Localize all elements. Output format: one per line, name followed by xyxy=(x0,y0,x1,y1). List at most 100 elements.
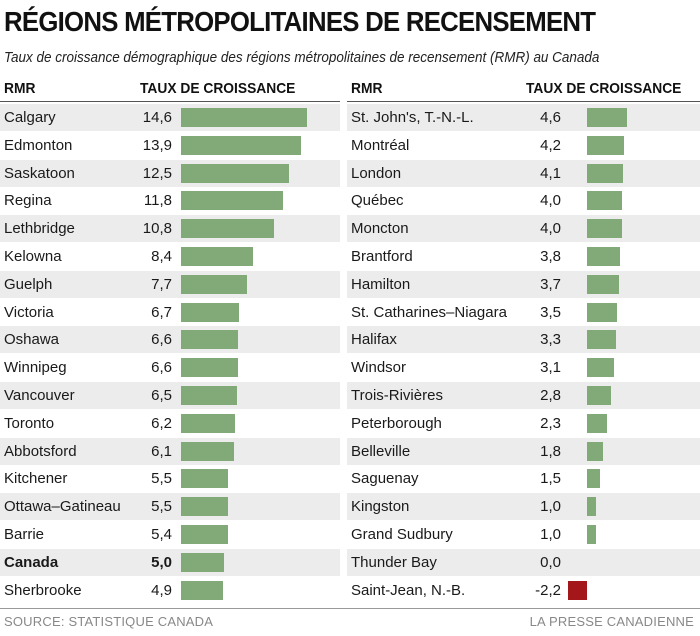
bar xyxy=(181,163,289,183)
row-label: Victoria xyxy=(4,303,54,321)
row-value-label: 4,6 xyxy=(540,109,561,126)
row-label: Canada xyxy=(4,553,59,571)
row-value-label: 7,7 xyxy=(151,275,172,293)
table-row: Saguenay 1,5 xyxy=(347,465,700,492)
bar xyxy=(181,274,248,294)
bar xyxy=(181,525,228,544)
row-label: Sherbrooke xyxy=(4,581,82,599)
table-row: Québec 4,0 xyxy=(347,187,700,214)
table-row: Victoria 6,7 xyxy=(0,299,340,326)
bar xyxy=(587,163,623,183)
row-label: Trois-Rivières xyxy=(351,387,443,404)
bar xyxy=(587,386,612,405)
row-label: Brantford xyxy=(351,248,413,265)
row-value-label: 6,5 xyxy=(151,387,172,404)
row-value-label: 3,1 xyxy=(540,359,561,377)
row-label: Thunder Bay xyxy=(351,553,437,571)
row-label: Halifax xyxy=(351,331,397,349)
row-label: Abbotsford xyxy=(4,442,77,460)
row-value-label: 6,6 xyxy=(151,331,172,349)
row-label: Saskatoon xyxy=(4,164,75,182)
row-label: Lethbridge xyxy=(4,220,75,238)
row-label: Kelowna xyxy=(4,248,62,265)
row-value-label: 5,5 xyxy=(151,470,172,488)
row-label: Toronto xyxy=(4,414,55,432)
row-label: London xyxy=(351,164,402,182)
bar xyxy=(587,219,622,239)
row-label: St. John's, T.-N.-L. xyxy=(351,109,474,126)
row-value-label: 3,3 xyxy=(540,331,561,349)
table-row: Edmonton 13,9 xyxy=(0,132,340,159)
row-label: Oshawa xyxy=(4,331,60,349)
bar xyxy=(587,330,616,350)
row-value-label: 4,1 xyxy=(540,164,561,182)
row-label: Grand Sudbury xyxy=(351,526,453,543)
row-value-label: 14,6 xyxy=(142,109,172,126)
row-label: Winnipeg xyxy=(4,359,67,377)
row-value-label: 5,4 xyxy=(151,526,172,543)
row-value-label: 4,2 xyxy=(540,136,561,154)
table-row: Halifax 3,3 xyxy=(347,326,700,354)
row-value-label: 1,5 xyxy=(540,470,561,488)
table-row: Toronto 6,2 xyxy=(0,410,340,437)
bar xyxy=(587,525,596,544)
right-header-rate: TAUX DE CROISSANCE xyxy=(526,80,682,97)
table-row: Moncton 4,0 xyxy=(347,215,700,243)
table-row: Vancouver 6,5 xyxy=(0,382,340,409)
bar xyxy=(181,497,229,517)
row-label: Belleville xyxy=(351,442,411,460)
bar xyxy=(181,191,283,211)
table-row: Montréal 4,2 xyxy=(347,132,700,159)
row-label: Windsor xyxy=(351,359,407,377)
table-row: St. Catharines–Niagara 3,5 xyxy=(347,299,700,326)
row-label: Vancouver xyxy=(4,387,75,404)
table-row: Guelph 7,7 xyxy=(0,270,340,298)
bar xyxy=(587,191,622,211)
row-label: Hamilton xyxy=(351,275,411,293)
row-value-label: 0,0 xyxy=(540,553,561,571)
bar xyxy=(181,552,225,572)
row-value-label: 12,5 xyxy=(142,164,172,182)
row-label: Montréal xyxy=(351,136,410,154)
row-value-label: 3,5 xyxy=(540,303,561,321)
bar xyxy=(587,108,627,127)
bar xyxy=(567,580,587,600)
bar xyxy=(587,247,621,266)
table-row: Kelowna 8,4 xyxy=(0,243,340,270)
row-value-label: 6,6 xyxy=(151,359,172,377)
table-row: Lethbridge 10,8 xyxy=(0,215,340,243)
row-value-label: 2,3 xyxy=(540,414,561,432)
table-row: Canada 5,0 xyxy=(0,548,340,576)
chart-subtitle: Taux de croissance démographique des rég… xyxy=(4,50,600,66)
left-header-rate: TAUX DE CROISSANCE xyxy=(140,80,296,97)
bar xyxy=(181,219,275,239)
row-value-label: 5,5 xyxy=(151,498,172,516)
row-value-label: 5,0 xyxy=(151,553,172,571)
row-label: Saguenay xyxy=(351,470,419,488)
bar xyxy=(181,330,238,350)
table-row: Kingston 1,0 xyxy=(347,493,700,521)
bar xyxy=(587,135,624,155)
row-value-label: 1,0 xyxy=(540,526,561,543)
bar xyxy=(587,358,614,378)
table-row: Abbotsford 6,1 xyxy=(0,437,340,465)
bar xyxy=(587,441,603,461)
table-row: Trois-Rivières 2,8 xyxy=(347,382,700,409)
bar xyxy=(587,274,620,294)
row-value-label: 6,7 xyxy=(151,303,172,321)
row-value-label: 2,8 xyxy=(540,387,561,404)
row-label: Edmonton xyxy=(4,136,73,154)
table-row: Belleville 1,8 xyxy=(347,437,700,465)
table-row: Saskatoon 12,5 xyxy=(0,159,340,187)
row-label: Ottawa–Gatineau xyxy=(4,498,121,516)
row-label: Québec xyxy=(351,192,404,210)
row-value-label: 1,0 xyxy=(540,498,561,516)
row-value-label: 10,8 xyxy=(142,220,172,238)
table-row: Calgary 14,6 xyxy=(0,104,340,131)
bar xyxy=(181,469,229,489)
bar xyxy=(587,413,607,433)
row-value-label: 4,0 xyxy=(540,192,561,210)
source-note: SOURCE: STATISTIQUE CANADA xyxy=(4,614,214,629)
bar xyxy=(181,413,235,433)
row-label: Regina xyxy=(4,192,52,210)
